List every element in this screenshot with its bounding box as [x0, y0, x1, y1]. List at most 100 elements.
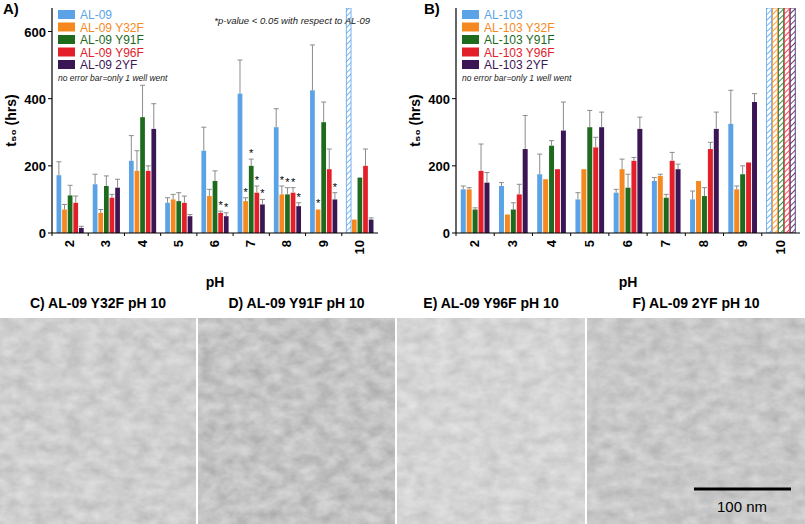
error-bar — [676, 164, 681, 169]
bar — [213, 181, 218, 233]
x-tick-label: 5 — [171, 240, 186, 247]
significance-star: * — [224, 201, 229, 213]
error-cap — [68, 185, 73, 186]
bar — [473, 209, 478, 233]
error-line — [256, 186, 257, 193]
error-bar — [68, 185, 73, 195]
x-tick — [305, 233, 306, 236]
error-cap — [708, 142, 713, 143]
bar — [728, 124, 733, 233]
x-tick — [647, 233, 648, 236]
error-line — [209, 189, 210, 196]
error-cap — [201, 127, 206, 128]
error-line — [215, 171, 216, 181]
bar — [274, 127, 279, 233]
error-bar — [182, 196, 187, 203]
error-bar — [213, 171, 218, 181]
error-line — [616, 189, 617, 192]
error-cap — [523, 115, 528, 116]
y-tick-label: 200 — [428, 159, 450, 174]
bar — [461, 189, 466, 233]
error-line — [334, 193, 335, 200]
bar — [479, 171, 484, 233]
error-bar — [260, 199, 265, 204]
error-bar — [171, 194, 176, 199]
chart: B)02004002345678910pHt₅₀ (hrs)AL-103AL-1… — [407, 0, 800, 290]
error-line — [167, 198, 168, 203]
error-line — [595, 137, 596, 147]
error-bar — [549, 141, 554, 146]
bar — [714, 129, 719, 233]
error-bar — [626, 174, 631, 187]
error-cap — [104, 175, 109, 176]
error-cap — [626, 174, 631, 175]
legend-swatch — [58, 35, 75, 44]
error-line — [704, 188, 705, 196]
bar — [620, 169, 625, 233]
error-cap — [620, 159, 625, 160]
error-bar — [310, 45, 315, 90]
error-cap — [728, 90, 733, 91]
micrograph — [397, 318, 585, 524]
error-cap — [151, 103, 156, 104]
legend-label: AL-09 2YF — [80, 58, 137, 72]
error-line — [601, 112, 602, 127]
error-bar — [254, 186, 259, 193]
error-cap — [690, 191, 695, 192]
bar — [140, 117, 145, 233]
error-bar — [104, 176, 109, 186]
error-bar — [249, 159, 254, 166]
error-bar — [587, 110, 592, 127]
error-cap — [734, 185, 739, 186]
x-tick — [88, 233, 89, 236]
x-tick — [269, 233, 270, 236]
x-tick-label: 8 — [696, 240, 711, 247]
bar — [658, 176, 663, 233]
bar — [146, 171, 151, 233]
bar — [484, 183, 489, 233]
y-tick — [48, 98, 52, 99]
y-axis — [455, 8, 456, 233]
bar — [549, 146, 554, 233]
error-cap — [56, 161, 61, 162]
error-cap — [237, 60, 242, 61]
x-tick — [761, 233, 762, 236]
bar — [207, 196, 212, 233]
error-cap — [499, 182, 504, 183]
panel-label: D) AL-09 Y91F pH 10 — [228, 295, 364, 311]
error-line — [142, 85, 143, 117]
bar — [218, 213, 223, 233]
significance-star: * — [280, 174, 285, 186]
error-cap — [369, 217, 374, 218]
bar — [321, 122, 326, 233]
error-line — [742, 166, 743, 174]
error-cap — [115, 179, 120, 180]
error-cap — [664, 194, 669, 195]
bar — [316, 209, 321, 233]
error-cap — [537, 154, 542, 155]
bar — [696, 181, 701, 233]
error-bar — [79, 226, 84, 228]
bar — [171, 199, 176, 233]
x-tick-label: 2 — [467, 240, 482, 247]
error-line — [551, 141, 552, 146]
error-cap — [631, 157, 636, 158]
error-line — [329, 149, 330, 169]
error-bar — [279, 186, 284, 194]
legend-swatch — [58, 60, 75, 69]
error-cap — [740, 165, 745, 166]
error-line — [563, 102, 564, 131]
micrograph-image — [0, 318, 196, 524]
bar — [201, 151, 206, 233]
bar — [708, 149, 713, 233]
legend-swatch — [58, 10, 75, 19]
error-line — [184, 196, 185, 203]
bar — [499, 186, 504, 233]
bar — [79, 228, 84, 233]
error-bar — [109, 194, 114, 197]
x-axis — [456, 232, 800, 233]
error-line — [633, 157, 634, 160]
error-bar — [537, 154, 542, 174]
legend-swatch — [58, 23, 75, 32]
error-line — [639, 117, 640, 129]
